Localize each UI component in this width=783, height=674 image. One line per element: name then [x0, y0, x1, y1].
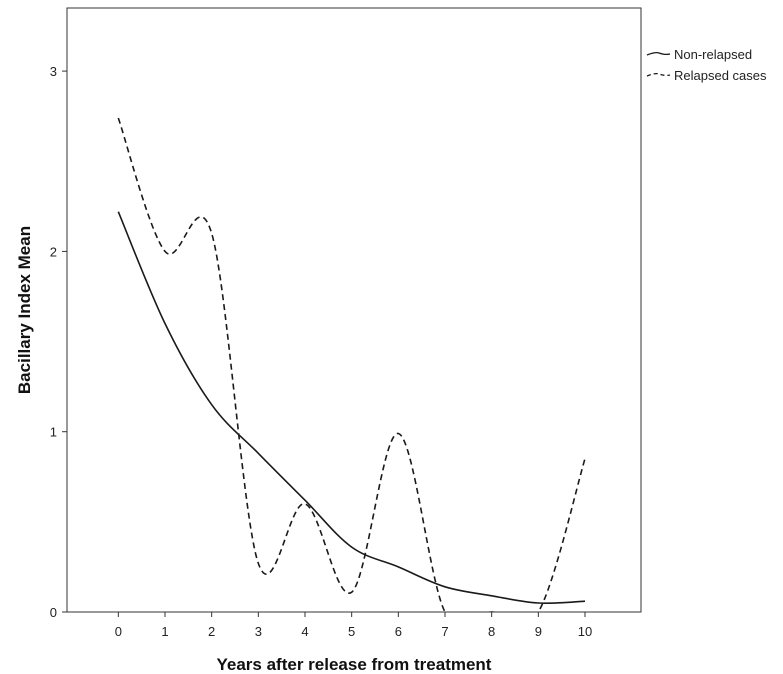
x-tick-label: 2	[208, 624, 215, 639]
x-tick-label: 6	[395, 624, 402, 639]
x-tick-label: 8	[488, 624, 495, 639]
legend-swatch-dashed	[646, 72, 671, 77]
x-tick-label: 4	[301, 624, 308, 639]
legend-swatch-solid	[646, 51, 671, 56]
x-axis-title: Years after release from treatment	[217, 655, 492, 674]
legend-label-non-relapsed: Non-relapsed	[674, 47, 752, 62]
x-tick-label: 5	[348, 624, 355, 639]
x-axis: 0 1 2 3 4 5 6 7 8 9 10	[115, 612, 592, 639]
plot-area-frame	[66, 7, 642, 613]
y-axis-title: Bacillary Index Mean	[15, 226, 34, 394]
y-tick-label: 3	[50, 64, 57, 79]
y-axis: 0 1 2 3	[50, 64, 67, 620]
y-tick-label: 0	[50, 605, 57, 620]
legend: Non-relapsed Relapsed cases	[646, 47, 767, 83]
series-line-relapsed-cases	[117, 117, 586, 612]
y-tick-label: 2	[50, 244, 57, 259]
x-tick-label: 0	[115, 624, 122, 639]
series-line-non-relapsed	[117, 211, 586, 604]
x-tick-label: 9	[535, 624, 542, 639]
x-tick-label: 7	[441, 624, 448, 639]
legend-label-relapsed-cases: Relapsed cases	[674, 68, 767, 83]
series-layer	[117, 117, 586, 612]
y-tick-label: 1	[50, 425, 57, 440]
x-tick-label: 3	[255, 624, 262, 639]
x-tick-label: 1	[161, 624, 168, 639]
x-tick-label: 10	[578, 624, 592, 639]
